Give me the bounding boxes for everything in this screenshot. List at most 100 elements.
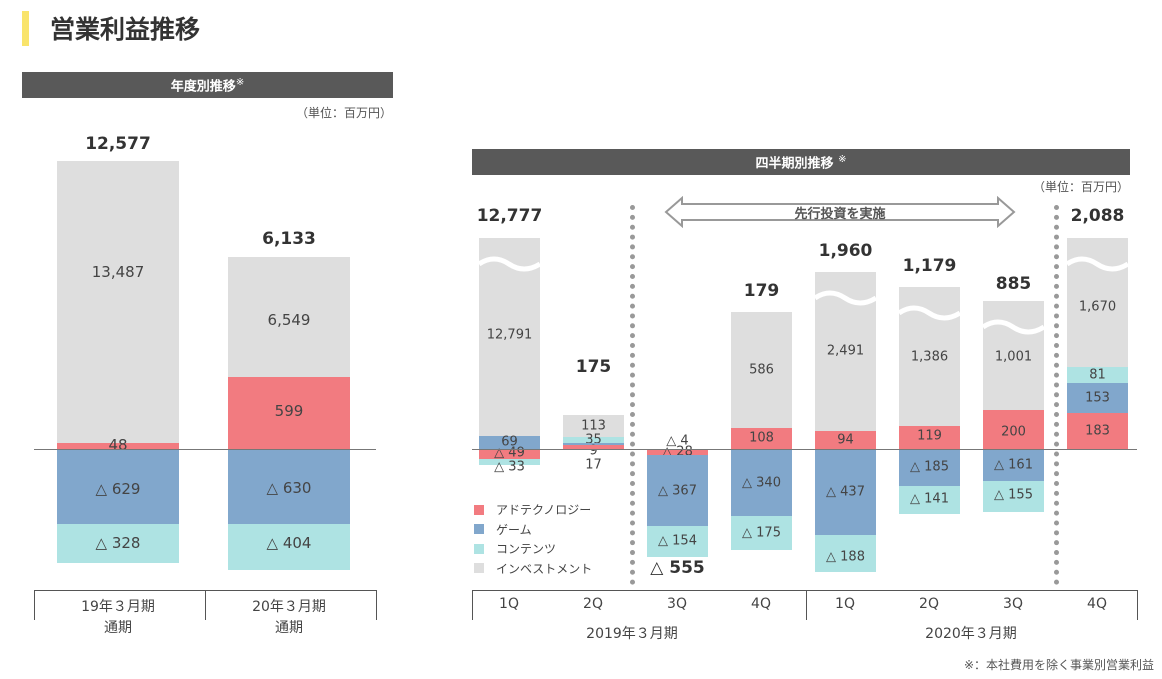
axis-tick (205, 590, 206, 620)
bar-segment (228, 257, 350, 377)
category-label: 19年３月期 (81, 599, 155, 615)
bar-segment (563, 443, 624, 445)
total-label: 1,960 (818, 241, 873, 261)
data-label: △ 185 (910, 459, 949, 475)
data-label: △ 154 (658, 533, 697, 549)
axis-tick (34, 590, 35, 620)
data-label: 2,491 (826, 343, 865, 359)
data-label: △ 175 (742, 525, 781, 541)
quarter-label: 1Q (499, 596, 519, 612)
annual-header: 年度別推移※ (22, 72, 393, 99)
data-label: 1,670 (1078, 299, 1117, 315)
bar-segment (815, 431, 876, 449)
data-label: 1,386 (910, 349, 949, 365)
axis-break-icon (815, 290, 876, 306)
legend-item: ゲーム (474, 520, 532, 539)
page-title: 営業利益推移 (50, 15, 201, 44)
total-label: 12,577 (85, 134, 151, 154)
data-label: △ 188 (826, 549, 865, 565)
category-label: 通期 (104, 620, 132, 636)
axis-break-icon (479, 256, 540, 272)
bar-segment (479, 449, 540, 459)
bar-segment (228, 377, 350, 449)
data-label: 1,001 (994, 349, 1033, 365)
annual-unit: （単位：百万円） (296, 106, 393, 120)
data-label: 119 (917, 428, 942, 444)
bar-segment (479, 238, 540, 436)
axis-break-icon (1067, 256, 1128, 272)
data-label: △ 155 (994, 487, 1033, 503)
bar-segment (228, 449, 350, 524)
data-label: 153 (1085, 390, 1110, 406)
bar-segment (563, 445, 624, 449)
data-label: △ 630 (266, 479, 312, 497)
x-axis (472, 590, 1137, 591)
total-label: 885 (995, 274, 1032, 294)
zero-line (34, 449, 376, 450)
total-label: 2,088 (1070, 206, 1125, 226)
investment-arrow (664, 196, 1016, 228)
quarterly-unit: （単位：百万円） (1033, 180, 1130, 194)
legend-label: アドテクノロジー (496, 503, 592, 517)
period-divider (630, 205, 635, 585)
bar-segment (983, 410, 1044, 449)
data-label: 81 (1089, 367, 1106, 383)
data-label: 94 (837, 432, 854, 448)
legend-swatch (474, 543, 484, 554)
note-mark: ※ (235, 77, 245, 88)
bar-segment (815, 449, 876, 535)
bar-segment (983, 481, 1044, 512)
quarter-label: 4Q (751, 596, 771, 612)
quarterly-header: 四半期別推移 ※ (472, 149, 1130, 176)
data-label: 200 (1001, 424, 1026, 440)
data-label: △ 141 (910, 491, 949, 507)
data-label: △ 437 (826, 484, 865, 500)
period-divider (1054, 205, 1059, 585)
bar-segment (647, 526, 708, 557)
category-label: 20年３月期 (252, 599, 326, 615)
bar-segment (57, 443, 179, 449)
data-label: △ 340 (742, 475, 781, 491)
bar-segment (983, 301, 1044, 410)
legend-item: インベストメント (474, 559, 592, 578)
title-accent (22, 11, 29, 46)
quarterly-title: 四半期別推移 (755, 156, 834, 172)
bar-segment (899, 486, 960, 514)
bar-segment (983, 449, 1044, 481)
total-label: 1,179 (902, 256, 957, 276)
axis-break-icon (983, 319, 1044, 335)
data-label: △ 629 (95, 480, 141, 498)
axis-tick (1137, 590, 1138, 620)
quarter-label: 3Q (667, 596, 687, 612)
investment-annotation: 先行投資を実施 (794, 207, 886, 222)
axis-tick (806, 590, 807, 620)
data-label: 108 (749, 430, 774, 446)
legend-swatch (474, 524, 484, 534)
bar-segment (1067, 383, 1128, 413)
annual-title: 年度別推移 (170, 79, 236, 95)
legend-label: ゲーム (496, 522, 532, 537)
bar-segment (1067, 413, 1128, 449)
data-label: △ 33 (494, 459, 525, 475)
bar-segment (57, 449, 179, 524)
data-label: △ 404 (266, 534, 312, 552)
bar-segment (57, 524, 179, 563)
bar-segment (563, 437, 624, 443)
data-label: 13,487 (91, 263, 145, 281)
quarter-label: 1Q (835, 596, 855, 612)
bar-segment (1067, 367, 1128, 383)
fiscal-year-label: 2019年３月期 (586, 626, 678, 642)
fiscal-year-label: 2020年３月期 (925, 626, 1017, 642)
category-label: 通期 (275, 620, 303, 636)
bar-segment (731, 312, 792, 428)
bar-segment (899, 449, 960, 486)
bar-segment (479, 459, 540, 465)
data-label: 12,791 (486, 327, 533, 343)
bar-segment (57, 161, 179, 443)
total-label: △ 555 (650, 558, 705, 578)
note-mark: ※ (838, 154, 847, 165)
legend-swatch (474, 504, 484, 515)
bar-segment (731, 428, 792, 449)
quarter-label: 3Q (1003, 596, 1023, 612)
data-label: 183 (1085, 423, 1110, 439)
